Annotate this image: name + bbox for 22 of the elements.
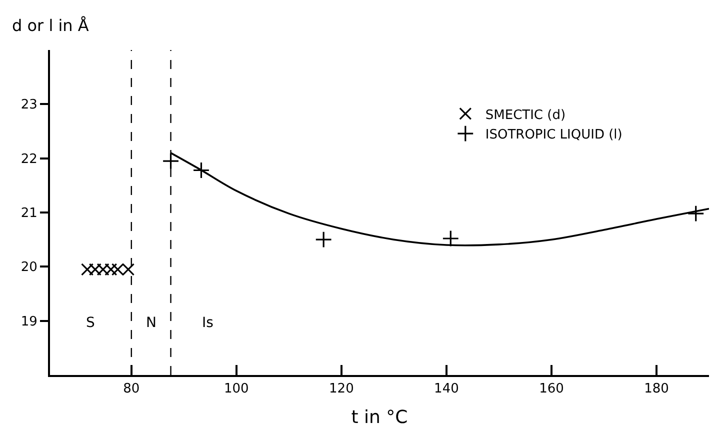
annotation: Is (202, 315, 214, 331)
y-tick-label: 21 (20, 206, 38, 222)
y-axis-title: d or l in Å (12, 16, 89, 35)
y-tick-label: 20 (20, 260, 38, 276)
x-tick-label: 80 (123, 382, 140, 397)
point (315, 231, 332, 248)
annotation: N (146, 315, 156, 331)
point (442, 230, 460, 247)
point (192, 162, 210, 179)
legend-label: SMECTIC (d) (485, 108, 566, 123)
x-tick-label: 180 (644, 382, 669, 397)
x-tick-label: 100 (224, 382, 249, 397)
point (687, 205, 704, 222)
x-tick-label: 140 (434, 382, 459, 397)
y-tick-label: 22 (20, 152, 38, 167)
x-axis-title: t in °C (351, 407, 408, 428)
x-tick-label: 120 (329, 382, 354, 397)
legend-label: ISOTROPIC LIQUID (l) (485, 128, 622, 143)
annotation: S (86, 315, 95, 331)
y-tick-label: 19 (20, 314, 38, 330)
y-tick-label: 23 (20, 98, 38, 113)
x-tick-label: 160 (539, 382, 564, 397)
